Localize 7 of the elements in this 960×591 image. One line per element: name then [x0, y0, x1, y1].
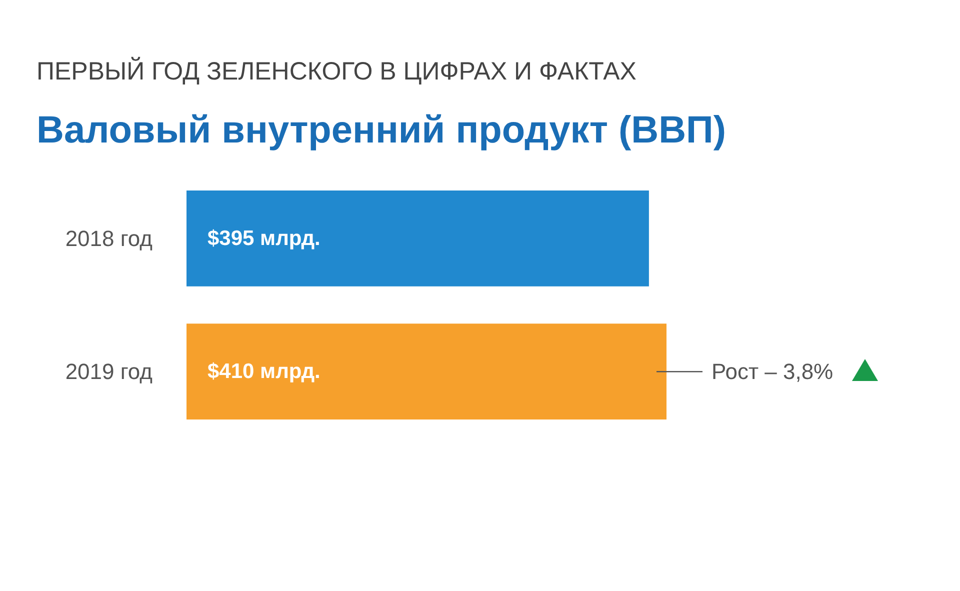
chart-title: Валовый внутренний продукт (ВВП): [36, 110, 726, 152]
data-label: $395 млрд.: [208, 226, 320, 250]
data-label: $410 млрд.: [208, 360, 320, 384]
y-tick-label: 2019 год: [65, 359, 153, 384]
y-tick-label: 2018 год: [65, 226, 153, 251]
annotation: Рост – 3,8%: [712, 359, 834, 384]
chart-subtitle: ПЕРВЫЙ ГОД ЗЕЛЕНСКОГО В ЦИФРАХ И ФАКТАХ: [36, 56, 637, 86]
